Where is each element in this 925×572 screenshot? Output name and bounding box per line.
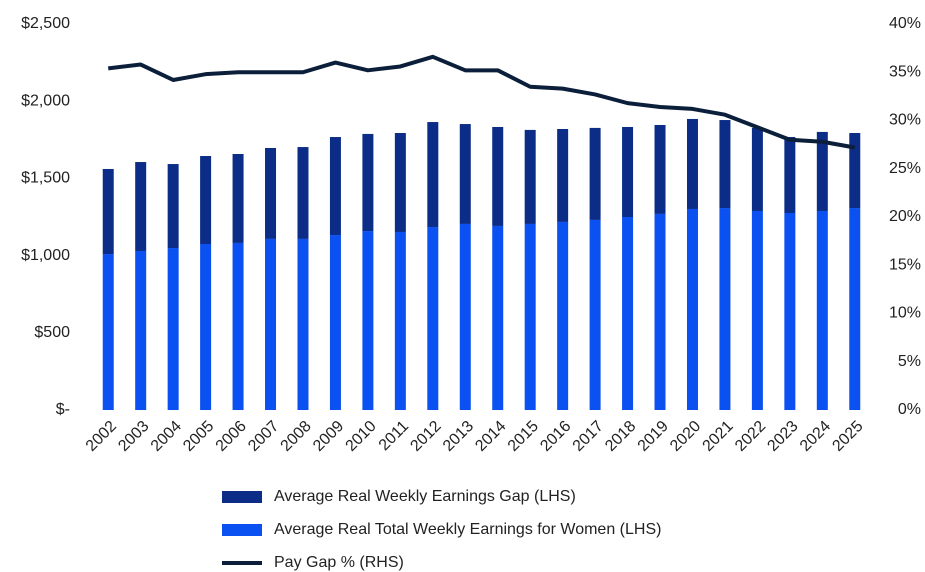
legend-swatch bbox=[222, 524, 262, 536]
bar bbox=[524, 223, 536, 410]
x-tick-label: 2023 bbox=[764, 418, 801, 455]
bar bbox=[329, 235, 341, 410]
bar bbox=[589, 127, 601, 220]
x-tick-label: 2020 bbox=[667, 418, 704, 455]
x-tick-label: 2005 bbox=[180, 418, 217, 455]
y-tick-label: $1,000 bbox=[21, 247, 70, 264]
y-tick-label: $2,500 bbox=[21, 15, 70, 32]
y2-tick-label: 10% bbox=[889, 305, 921, 322]
bar bbox=[200, 244, 212, 410]
bar bbox=[622, 126, 634, 217]
legend-label: Pay Gap % (RHS) bbox=[274, 554, 404, 571]
bar bbox=[265, 238, 277, 410]
bar bbox=[362, 231, 374, 410]
x-tick-label: 2024 bbox=[797, 418, 834, 455]
x-tick-label: 2003 bbox=[115, 418, 152, 455]
y2-tick-label: 0% bbox=[898, 401, 921, 418]
y2-tick-label: 35% bbox=[889, 63, 921, 80]
y2-tick-label: 15% bbox=[889, 256, 921, 273]
bar bbox=[686, 118, 698, 209]
bar bbox=[297, 147, 309, 239]
bar bbox=[232, 242, 244, 410]
bar bbox=[654, 213, 666, 410]
bar bbox=[849, 133, 861, 209]
x-tick-label: 2010 bbox=[343, 418, 380, 455]
x-tick-label: 2014 bbox=[472, 418, 509, 455]
bar bbox=[102, 254, 114, 410]
x-tick-label: 2013 bbox=[440, 418, 477, 455]
x-tick-label: 2009 bbox=[310, 418, 347, 455]
bar bbox=[719, 208, 731, 410]
y-tick-label: $1,500 bbox=[21, 170, 70, 187]
y2-tick-label: 20% bbox=[889, 208, 921, 225]
bar bbox=[849, 208, 861, 410]
bar bbox=[784, 137, 796, 213]
x-tick-label: 2025 bbox=[829, 418, 866, 455]
x-tick-label: 2008 bbox=[278, 418, 315, 455]
y2-tick-label: 25% bbox=[889, 160, 921, 177]
x-tick-label: 2011 bbox=[376, 418, 412, 454]
bar bbox=[459, 223, 471, 410]
bar bbox=[784, 212, 796, 410]
bar bbox=[394, 133, 406, 232]
bar bbox=[751, 210, 763, 410]
bar bbox=[427, 227, 439, 410]
legend-swatch bbox=[222, 491, 262, 503]
bar bbox=[589, 219, 601, 410]
bar bbox=[135, 250, 147, 410]
x-tick-label: 2021 bbox=[700, 418, 737, 455]
bar bbox=[557, 128, 569, 222]
bar bbox=[751, 127, 763, 211]
x-tick-label: 2015 bbox=[505, 418, 542, 455]
legend-label: Average Real Total Weekly Earnings for W… bbox=[274, 521, 661, 538]
bar bbox=[492, 225, 504, 410]
bar bbox=[167, 164, 179, 249]
bar bbox=[135, 162, 147, 251]
bar bbox=[167, 248, 179, 410]
bar bbox=[492, 126, 504, 226]
x-tick-label: 2012 bbox=[407, 418, 444, 455]
y-tick-label: $- bbox=[56, 401, 70, 418]
bar bbox=[719, 120, 731, 209]
x-tick-label: 2016 bbox=[537, 418, 574, 455]
line bbox=[107, 54, 856, 150]
y2-tick-label: 5% bbox=[898, 353, 921, 370]
bar bbox=[459, 124, 471, 224]
bar bbox=[427, 122, 439, 228]
bar bbox=[686, 208, 698, 410]
bar bbox=[329, 137, 341, 236]
bar bbox=[557, 221, 569, 410]
bar bbox=[265, 147, 277, 239]
x-tick-label: 2006 bbox=[213, 418, 250, 455]
x-tick-label: 2022 bbox=[732, 418, 769, 455]
x-tick-label: 2002 bbox=[83, 418, 120, 455]
bar bbox=[622, 217, 634, 410]
y2-tick-label: 30% bbox=[889, 112, 921, 129]
x-tick-label: 2017 bbox=[570, 418, 607, 455]
bar bbox=[816, 210, 828, 410]
x-tick-label: 2007 bbox=[245, 418, 282, 455]
legend-label: Average Real Weekly Earnings Gap (LHS) bbox=[274, 488, 576, 505]
y-tick-label: $2,000 bbox=[21, 92, 70, 109]
bar bbox=[362, 133, 374, 232]
bar bbox=[232, 154, 244, 243]
y-tick-label: $500 bbox=[34, 324, 70, 341]
bar bbox=[394, 231, 406, 410]
bar bbox=[654, 124, 666, 214]
bar bbox=[524, 129, 536, 224]
bar bbox=[200, 156, 212, 245]
x-tick-label: 2004 bbox=[148, 418, 185, 455]
bar bbox=[102, 168, 114, 255]
x-tick-label: 2018 bbox=[602, 418, 639, 455]
x-tick-label: 2019 bbox=[635, 418, 672, 455]
bar bbox=[816, 131, 828, 211]
y2-tick-label: 40% bbox=[889, 15, 921, 32]
bar bbox=[297, 238, 309, 410]
